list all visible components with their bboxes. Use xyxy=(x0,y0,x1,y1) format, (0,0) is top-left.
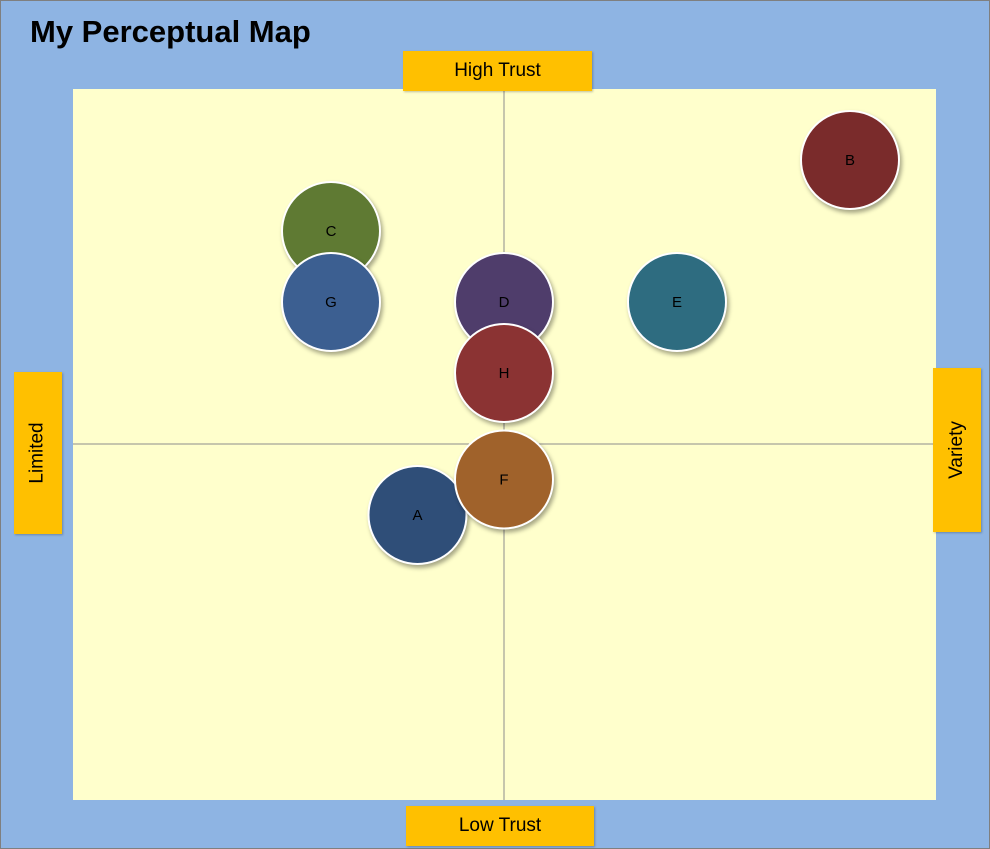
bubble-h: H xyxy=(454,323,554,423)
variety-label: Variety xyxy=(933,368,981,532)
bubble-circle-h xyxy=(454,323,554,423)
high-trust-text: High Trust xyxy=(454,60,541,81)
limited-text: Limited xyxy=(27,422,48,484)
bubble-a: A xyxy=(367,465,468,565)
bubble-label-b: B xyxy=(845,152,855,169)
bubble-circle-f xyxy=(454,429,554,530)
chart-title: My Perceptual Map xyxy=(30,14,311,49)
bubble-label-h: H xyxy=(499,365,510,382)
bubble-e: E xyxy=(627,252,727,352)
bubble-label-c: C xyxy=(326,223,337,240)
variety-text: Variety xyxy=(946,421,968,479)
bubble-circle-e xyxy=(627,252,727,352)
low-trust-label: Low Trust xyxy=(406,806,594,846)
bubble-f: F xyxy=(454,429,554,530)
bubble-circle-b xyxy=(800,110,900,210)
bubble-label-e: E xyxy=(672,294,682,311)
low-trust-text: Low Trust xyxy=(458,815,542,836)
bubble-circle-g xyxy=(281,252,381,352)
bubble-label-g: G xyxy=(325,294,337,311)
perceptual-map: B C G D E H A F xyxy=(73,89,936,800)
bubble-b: B xyxy=(800,110,900,210)
bubble-label-d: D xyxy=(499,294,510,311)
limited-label: Limited xyxy=(14,372,62,534)
high-trust-label: High Trust xyxy=(403,51,592,91)
bubble-label-a: A xyxy=(412,507,422,524)
bubble-circle-a xyxy=(367,465,468,565)
bubble-g: G xyxy=(281,252,381,352)
bubble-label-f: F xyxy=(499,472,508,489)
